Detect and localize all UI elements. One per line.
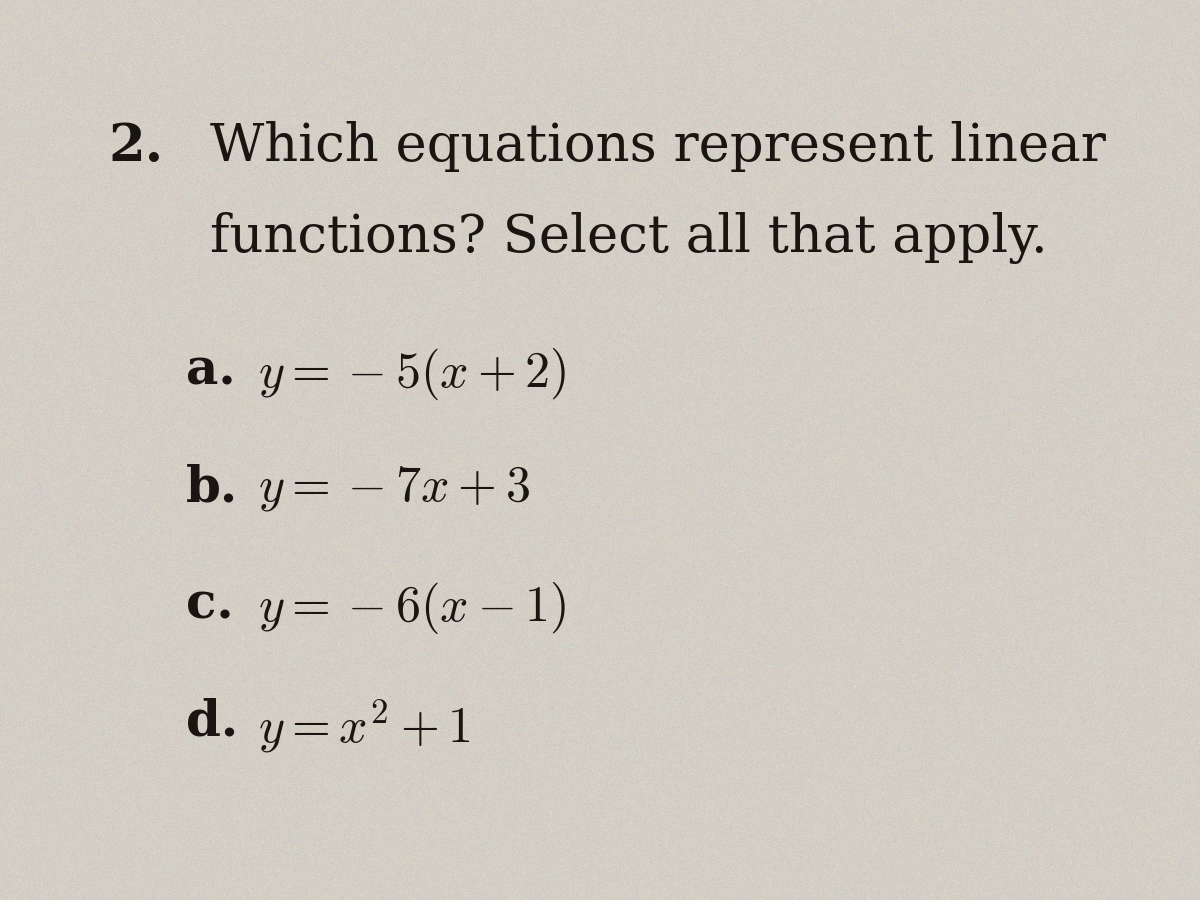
Text: $y = -6(x - 1)$: $y = -6(x - 1)$ bbox=[258, 580, 566, 636]
Text: a.: a. bbox=[186, 346, 235, 395]
Text: c.: c. bbox=[186, 580, 234, 629]
Text: $y = x^2 + 1$: $y = x^2 + 1$ bbox=[258, 698, 470, 755]
Text: Which equations represent linear: Which equations represent linear bbox=[210, 122, 1106, 173]
Text: $y = -7x + 3$: $y = -7x + 3$ bbox=[258, 464, 530, 513]
Text: $y = -5(x + 2)$: $y = -5(x + 2)$ bbox=[258, 346, 566, 402]
Text: 2.: 2. bbox=[108, 122, 163, 173]
Text: b.: b. bbox=[186, 464, 238, 512]
Text: d.: d. bbox=[186, 698, 238, 746]
Text: functions? Select all that apply.: functions? Select all that apply. bbox=[210, 212, 1048, 264]
